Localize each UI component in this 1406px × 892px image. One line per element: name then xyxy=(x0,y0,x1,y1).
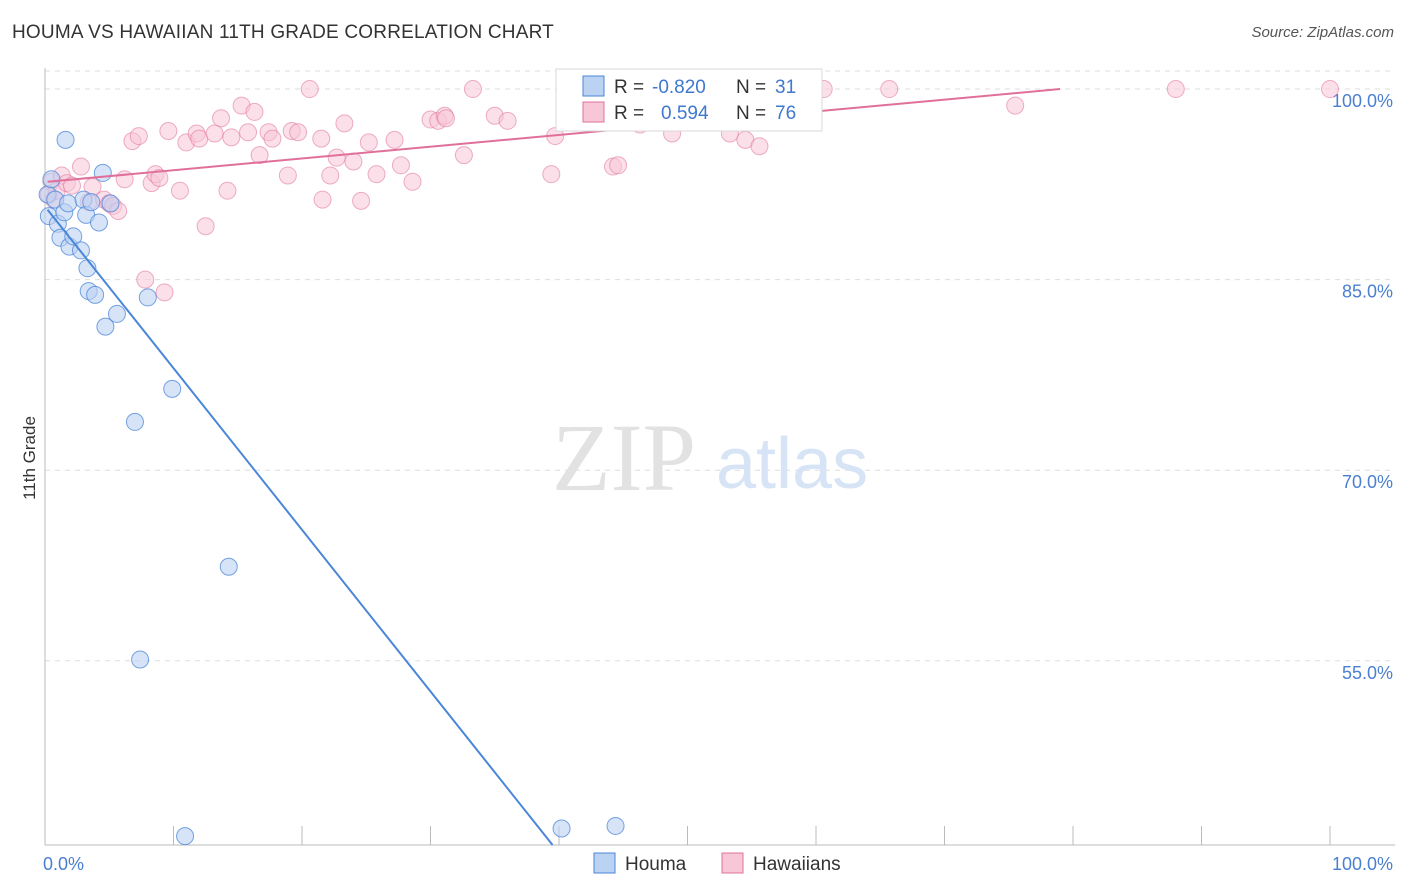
houma-point xyxy=(93,163,112,182)
hawaiians-bottom-swatch xyxy=(721,852,744,874)
x-tick-label: 100.0% xyxy=(1332,854,1393,874)
houma-bottom-swatch xyxy=(593,852,616,874)
hawaiians-trend-line xyxy=(47,88,1061,183)
y-tick-label: 85.0% xyxy=(1342,282,1393,302)
houma-points xyxy=(38,130,625,846)
x-tick-label: 0.0% xyxy=(43,854,84,874)
hawaiians-point xyxy=(170,181,189,200)
hawaiians-point xyxy=(150,168,169,187)
source-label: Source: ZipAtlas.com xyxy=(1251,24,1394,41)
hawaiians-legend-swatch xyxy=(582,101,605,123)
hawaiians-point xyxy=(880,80,899,99)
hawaiians-point xyxy=(1006,96,1025,115)
grid-lines xyxy=(45,70,1395,662)
hawaiians-point xyxy=(750,137,769,156)
hawaiians-r-value: 0.594 xyxy=(661,103,709,124)
hawaiians-point xyxy=(278,166,297,185)
watermark: ZIP atlas xyxy=(552,404,868,511)
hawaiians-point xyxy=(463,80,482,99)
houma-point xyxy=(176,827,195,846)
watermark-atlas: atlas xyxy=(716,424,868,504)
houma-point xyxy=(552,819,571,838)
houma-point xyxy=(107,304,126,323)
hawaiians-point xyxy=(498,111,517,130)
y-tick-label: 55.0% xyxy=(1342,663,1393,683)
hawaiians-point xyxy=(335,114,354,133)
houma-point xyxy=(64,227,83,246)
houma-point xyxy=(82,193,101,212)
houma-point xyxy=(89,213,108,232)
houma-r-label: R = xyxy=(614,77,644,98)
series-legend: Houma Hawaiians xyxy=(593,852,841,875)
hawaiians-point xyxy=(289,123,308,142)
y-tick-label: 70.0% xyxy=(1342,472,1393,492)
hawaiians-point xyxy=(327,148,346,167)
houma-point xyxy=(101,194,120,213)
x-tick-labels: 0.0% 100.0% xyxy=(43,854,1393,874)
hawaiians-point xyxy=(129,127,148,146)
hawaiians-point xyxy=(367,165,386,184)
houma-legend-swatch xyxy=(582,75,605,97)
hawaiians-point xyxy=(391,156,410,175)
hawaiians-point xyxy=(385,130,404,149)
y-tick-labels: 55.0% 70.0% 85.0% 100.0% xyxy=(1332,91,1393,683)
trend-lines xyxy=(46,88,1061,846)
hawaiians-point xyxy=(403,172,422,191)
houma-legend-label: Houma xyxy=(625,854,687,875)
hawaiians-n-value: 76 xyxy=(775,103,796,124)
houma-point xyxy=(86,285,105,304)
y-axis-label: 11th Grade xyxy=(20,416,39,500)
hawaiians-point xyxy=(136,270,155,289)
hawaiians-point xyxy=(155,283,174,302)
hawaiians-point xyxy=(321,166,340,185)
hawaiians-point xyxy=(190,129,209,148)
hawaiians-point xyxy=(71,157,90,176)
houma-point xyxy=(138,288,157,307)
hawaiians-point xyxy=(222,128,241,147)
houma-trend-line xyxy=(46,209,554,846)
hawaiians-legend-label: Hawaiians xyxy=(753,854,841,875)
hawaiians-n-label: N = xyxy=(736,103,766,124)
hawaiians-point xyxy=(218,181,237,200)
houma-point xyxy=(96,317,115,336)
houma-point xyxy=(131,650,150,669)
hawaiians-point xyxy=(212,109,231,128)
hawaiians-point xyxy=(250,146,269,165)
stats-legend: R = -0.820 N = 31 R = 0.594 N = 76 xyxy=(555,68,823,132)
hawaiians-point xyxy=(263,129,282,148)
hawaiians-point xyxy=(454,146,473,165)
hawaiians-point xyxy=(542,165,561,184)
hawaiians-point xyxy=(1166,80,1185,99)
houma-point xyxy=(606,816,625,835)
houma-point xyxy=(125,412,144,431)
hawaiians-point xyxy=(312,129,331,148)
houma-n-value: 31 xyxy=(775,77,796,98)
houma-point xyxy=(42,170,61,189)
hawaiians-point xyxy=(436,109,455,128)
houma-point xyxy=(59,194,78,213)
hawaiians-point xyxy=(344,152,363,171)
hawaiians-point xyxy=(359,133,378,152)
hawaiians-point xyxy=(205,124,224,143)
watermark-zip: ZIP xyxy=(552,404,696,511)
y-tick-label: 100.0% xyxy=(1332,91,1393,111)
hawaiians-point xyxy=(62,176,81,195)
hawaiians-point xyxy=(159,121,178,140)
hawaiians-point xyxy=(239,123,258,142)
houma-point xyxy=(219,557,238,576)
hawaiians-point xyxy=(352,191,371,210)
hawaiians-point xyxy=(609,156,628,175)
houma-r-value: -0.820 xyxy=(652,77,706,98)
hawaiians-point xyxy=(313,190,332,209)
hawaiians-point xyxy=(1321,80,1339,99)
hawaiians-point xyxy=(196,217,215,236)
houma-n-label: N = xyxy=(736,77,766,98)
houma-point xyxy=(56,130,75,149)
hawaiians-point xyxy=(245,102,264,121)
hawaiians-point xyxy=(300,80,319,99)
chart-title: HOUMA VS HAWAIIAN 11TH GRADE CORRELATION… xyxy=(12,22,554,43)
houma-point xyxy=(163,379,182,398)
hawaiians-r-label: R = xyxy=(614,103,644,124)
